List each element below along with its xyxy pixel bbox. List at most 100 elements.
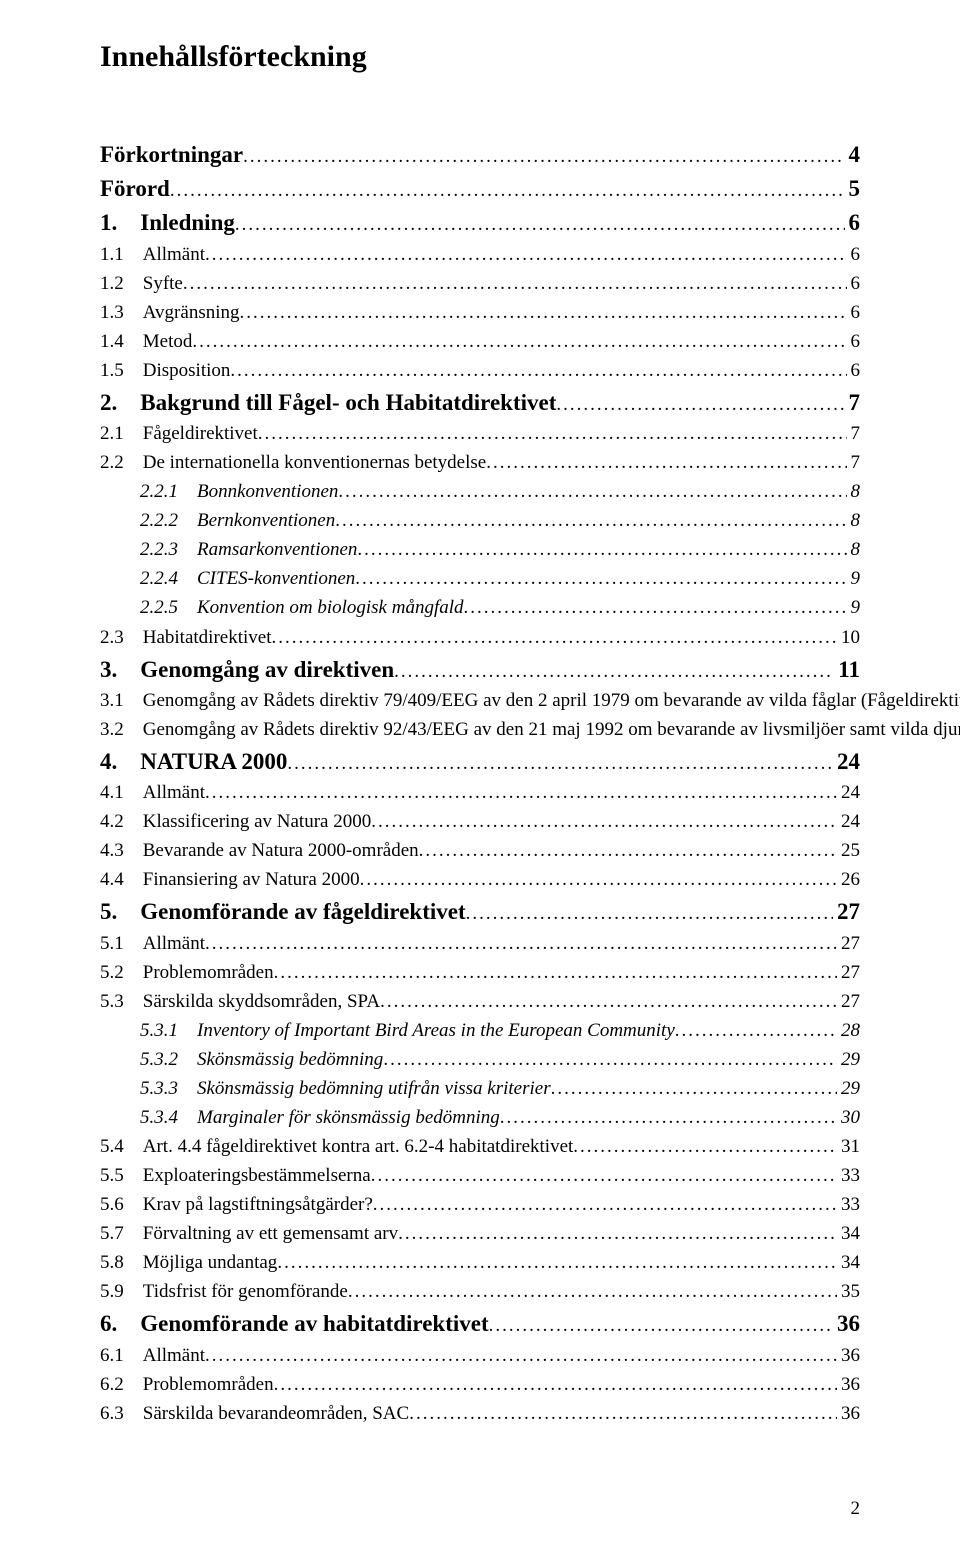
toc-entry-label: 5.3.1 Inventory of Important Bird Areas … [100, 1016, 675, 1045]
toc-entry[interactable]: 6.3 Särskilda bevarandeområden, SAC36 [100, 1399, 860, 1428]
toc-entry-label: 5.8 Möjliga undantag [100, 1248, 277, 1277]
toc-entry-page: 36 [837, 1341, 860, 1370]
toc-entry-page: 28 [837, 1016, 860, 1045]
toc-entry-label: 1. Inledning [100, 207, 235, 239]
toc-entry[interactable]: 6.1 Allmänt36 [100, 1341, 860, 1370]
toc-entry[interactable]: 5.4 Art. 4.4 fågeldirektivet kontra art.… [100, 1132, 860, 1161]
toc-entry[interactable]: 4.3 Bevarande av Natura 2000-områden25 [100, 836, 860, 865]
toc-entry[interactable]: 5.3.3 Skönsmässig bedömning utifrån viss… [100, 1074, 860, 1103]
toc-entry[interactable]: 2.2.4 CITES-konventionen9 [100, 564, 860, 593]
toc-entry-label: 1.3 Avgränsning [100, 298, 240, 327]
toc-leader-dots [335, 506, 846, 535]
toc-entry[interactable]: 2.1 Fågeldirektivet 7 [100, 419, 860, 448]
toc-entry[interactable]: 6.2 Problemområden36 [100, 1370, 860, 1399]
toc-entry[interactable]: 1.1 Allmänt 6 [100, 240, 860, 269]
toc-entry-page: 10 [837, 623, 860, 652]
toc-entry-page: 27 [837, 929, 860, 958]
toc-leader-dots [271, 623, 837, 652]
toc-entry[interactable]: 5.8 Möjliga undantag34 [100, 1248, 860, 1277]
toc-entry[interactable]: 5.3.4 Marginaler för skönsmässig bedömni… [100, 1103, 860, 1132]
toc-entry-label: 6. Genomförande av habitatdirektivet [100, 1308, 489, 1340]
toc-leader-dots [464, 593, 847, 622]
toc-entry-page: 6 [847, 356, 861, 385]
toc-entry[interactable]: 2.2.1 Bonnkonventionen8 [100, 477, 860, 506]
toc-leader-dots [205, 240, 846, 269]
toc-entry-page: 6 [847, 240, 861, 269]
toc-entry-page: 27 [837, 958, 860, 987]
toc-entry[interactable]: 4. NATURA 2000 24 [100, 746, 860, 778]
toc-entry-page: 34 [837, 1219, 860, 1248]
toc-entry-label: Förord [100, 173, 170, 205]
toc-leader-dots [551, 1074, 837, 1103]
toc-leader-dots [360, 865, 837, 894]
toc-entry[interactable]: 5.5 Exploateringsbestämmelserna 33 [100, 1161, 860, 1190]
toc-leader-dots [274, 958, 837, 987]
toc-entry[interactable]: 4.4 Finansiering av Natura 200026 [100, 865, 860, 894]
toc-entry[interactable]: 1.5 Disposition6 [100, 356, 860, 385]
toc-entry[interactable]: 3.1 Genomgång av Rådets direktiv 79/409/… [100, 686, 860, 715]
toc-leader-dots [205, 1341, 837, 1370]
table-of-contents: Förkortningar4Förord51. Inledning61.1 Al… [100, 139, 860, 1428]
toc-entry[interactable]: 5. Genomförande av fågeldirektivet 27 [100, 896, 860, 928]
toc-entry-page: 33 [837, 1161, 860, 1190]
toc-leader-dots [373, 1190, 837, 1219]
toc-leader-dots [274, 1370, 837, 1399]
toc-entry-page: 6 [847, 298, 861, 327]
toc-entry[interactable]: 2.2.2 Bernkonventionen8 [100, 506, 860, 535]
toc-leader-dots [205, 778, 837, 807]
toc-entry[interactable]: 1.4 Metod6 [100, 327, 860, 356]
toc-entry[interactable]: Förord5 [100, 173, 860, 205]
toc-entry-label: 5.1 Allmänt [100, 929, 205, 958]
toc-entry[interactable]: 4.2 Klassificering av Natura 200024 [100, 807, 860, 836]
toc-entry-page: 7 [847, 419, 861, 448]
toc-entry-page: 24 [837, 778, 860, 807]
toc-leader-dots [409, 1399, 837, 1428]
toc-entry[interactable]: 2.2 De internationella konventionernas b… [100, 448, 860, 477]
toc-entry-page: 27 [837, 987, 860, 1016]
toc-entry[interactable]: 5.3.2 Skönsmässig bedömning 29 [100, 1045, 860, 1074]
toc-leader-dots [394, 659, 834, 686]
toc-entry[interactable]: 2. Bakgrund till Fågel- och Habitatdirek… [100, 387, 860, 419]
toc-leader-dots [205, 929, 837, 958]
toc-entry-label: 6.2 Problemområden [100, 1370, 274, 1399]
toc-entry[interactable]: 1.3 Avgränsning 6 [100, 298, 860, 327]
toc-entry-label: 5.5 Exploateringsbestämmelserna [100, 1161, 371, 1190]
toc-entry-label: 2.1 Fågeldirektivet [100, 419, 258, 448]
toc-entry[interactable]: 5.3 Särskilda skyddsområden, SPA27 [100, 987, 860, 1016]
toc-entry-label: 2.2.5 Konvention om biologisk mångfald [100, 593, 464, 622]
toc-entry-label: 2. Bakgrund till Fågel- och Habitatdirek… [100, 387, 556, 419]
toc-entry[interactable]: 2.2.5 Konvention om biologisk mångfald9 [100, 593, 860, 622]
toc-entry[interactable]: 1. Inledning 6 [100, 207, 860, 239]
toc-entry[interactable]: 5.7 Förvaltning av ett gemensamt arv34 [100, 1219, 860, 1248]
toc-entry-label: 1.1 Allmänt [100, 240, 205, 269]
toc-leader-dots [183, 269, 847, 298]
toc-entry[interactable]: 5.3.1 Inventory of Important Bird Areas … [100, 1016, 860, 1045]
toc-entry[interactable]: 2.3 Habitatdirektivet10 [100, 623, 860, 652]
toc-entry-page: 27 [833, 896, 860, 928]
toc-entry[interactable]: 5.1 Allmänt 27 [100, 929, 860, 958]
toc-entry-label: 5. Genomförande av fågeldirektivet [100, 896, 466, 928]
toc-entry-page: 24 [833, 746, 860, 778]
toc-entry-page: 29 [837, 1045, 860, 1074]
toc-entry-label: 5.9 Tidsfrist för genomförande [100, 1277, 348, 1306]
toc-entry[interactable]: 4.1 Allmänt24 [100, 778, 860, 807]
toc-entry-page: 24 [837, 807, 860, 836]
toc-entry-page: 6 [845, 207, 861, 239]
toc-entry-label: 2.2 De internationella konventionernas b… [100, 448, 486, 477]
toc-entry[interactable]: Förkortningar4 [100, 139, 860, 171]
toc-entry[interactable]: 5.2 Problemområden27 [100, 958, 860, 987]
toc-leader-dots [419, 836, 837, 865]
toc-entry-page: 36 [837, 1399, 860, 1428]
toc-entry[interactable]: 6. Genomförande av habitatdirektivet36 [100, 1308, 860, 1340]
toc-entry[interactable]: 5.9 Tidsfrist för genomförande35 [100, 1277, 860, 1306]
toc-entry[interactable]: 5.6 Krav på lagstiftningsåtgärder?33 [100, 1190, 860, 1219]
toc-entry[interactable]: 2.2.3 Ramsarkonventionen8 [100, 535, 860, 564]
toc-entry[interactable]: 3.2 Genomgång av Rådets direktiv 92/43/E… [100, 715, 860, 744]
toc-entry-label: 5.3.2 Skönsmässig bedömning [100, 1045, 383, 1074]
toc-entry-page: 8 [847, 477, 861, 506]
toc-entry[interactable]: 1.2 Syfte6 [100, 269, 860, 298]
toc-entry-label: 4. NATURA 2000 [100, 746, 287, 778]
toc-leader-dots [675, 1016, 837, 1045]
toc-leader-dots [380, 987, 837, 1016]
toc-entry[interactable]: 3. Genomgång av direktiven11 [100, 654, 860, 686]
